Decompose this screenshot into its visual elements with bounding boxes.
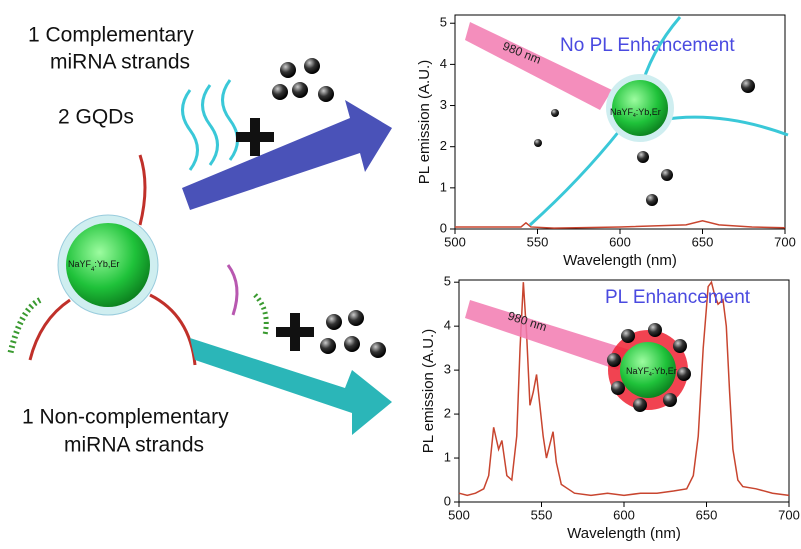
x-axis-title: Wavelength (nm) [567, 525, 681, 542]
y-tick-label: 4 [444, 318, 451, 333]
plus [236, 118, 274, 156]
label: miRNA strands [50, 51, 190, 74]
y-tick-label: 2 [440, 138, 447, 153]
x-tick-label: 650 [696, 507, 718, 522]
y-axis-title: PL emission (A.U.) [420, 329, 437, 453]
arrow [182, 100, 392, 210]
laser [465, 300, 630, 370]
label: 1 Complementary [28, 24, 194, 47]
label: miRNA strands [64, 434, 204, 457]
y-tick-label: 1 [440, 179, 447, 194]
y-tick-label: 1 [444, 449, 451, 464]
text: NaYF [610, 107, 634, 117]
plus [276, 313, 314, 351]
annotation: PL Enhancement [605, 287, 751, 308]
x-tick-label: 700 [774, 234, 796, 249]
x-tick-label: 550 [527, 234, 549, 249]
label: 2 GQDs [58, 106, 134, 129]
y-tick-label: 0 [440, 220, 447, 235]
y-tick-label: 0 [444, 493, 451, 508]
gqds [272, 58, 386, 358]
text: :Yb,Er [652, 366, 677, 376]
label: 1 Non-complementary [22, 406, 229, 429]
x-tick-label: 600 [613, 507, 635, 522]
strands [10, 80, 266, 365]
x-tick-label: 500 [448, 507, 470, 522]
x-tick-label: 650 [692, 234, 714, 249]
text: :Yb,Er [636, 107, 661, 117]
x-tick-label: 550 [531, 507, 553, 522]
x-tick-label: 700 [778, 507, 800, 522]
x-tick-label: 500 [444, 234, 466, 249]
x-tick-label: 600 [609, 234, 631, 249]
y-axis-title: PL emission (A.U.) [416, 60, 433, 184]
x-axis-title: Wavelength (nm) [563, 252, 677, 269]
y-tick-label: 3 [440, 97, 447, 112]
text: NaYF [626, 366, 650, 376]
annotation: No PL Enhancement [560, 35, 735, 56]
series-line [455, 221, 785, 228]
text: NaYF [68, 259, 92, 269]
figure: 1 Complementary miRNA strands 2 GQDs 1 N… [0, 0, 801, 549]
y-tick-label: 4 [440, 56, 447, 71]
y-tick-label: 5 [444, 274, 451, 289]
y-tick-label: 2 [444, 406, 451, 421]
y-tick-label: 3 [444, 362, 451, 377]
y-tick-label: 5 [440, 15, 447, 30]
text: :Yb,Er [94, 259, 119, 269]
